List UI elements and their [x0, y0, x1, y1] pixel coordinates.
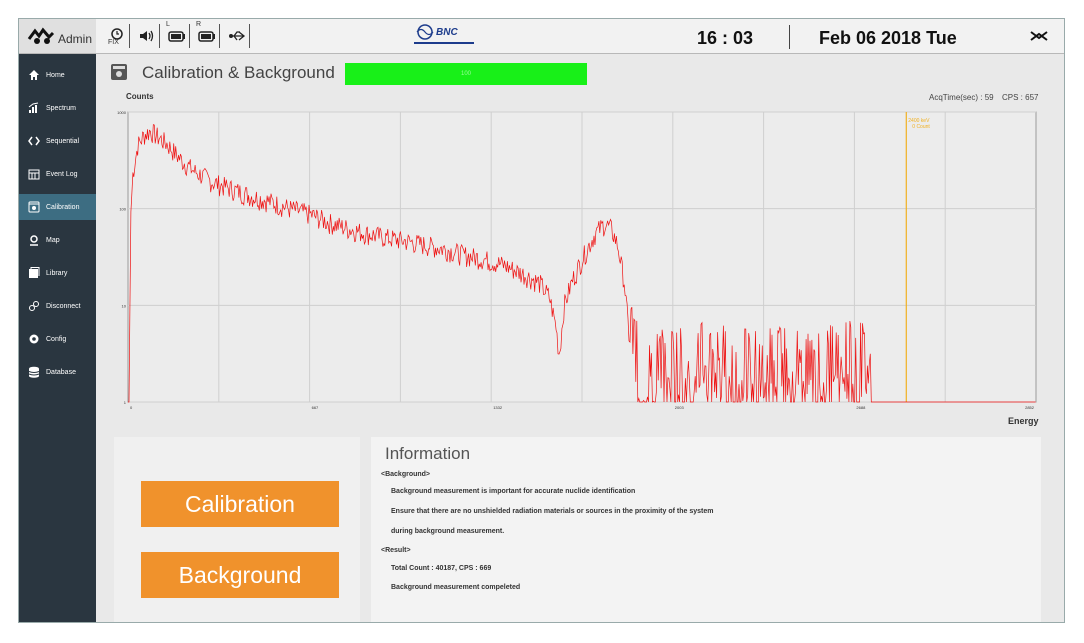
x-tick-label: 2003	[675, 405, 685, 410]
y-tick-label: 1000	[117, 110, 127, 115]
sidebar-item-label: Event Log	[46, 170, 78, 178]
status-icons: FIX L R	[105, 21, 255, 49]
marker-label: 2400 keV	[908, 118, 930, 124]
sidebar-item-label: Spectrum	[46, 104, 76, 112]
result-line: Background measurement compeleted	[391, 584, 521, 591]
info-line: Ensure that there are no unshielded radi…	[391, 508, 714, 515]
spectrum-series-line	[128, 124, 1036, 403]
sequential-icon	[28, 135, 40, 147]
sidebar-item-sequential[interactable]: Sequential	[19, 128, 96, 154]
library-icon	[28, 267, 40, 279]
app-window: Admin FIX L R BNC	[18, 18, 1065, 623]
y-tick-label: 1	[124, 400, 127, 405]
sidebar-item-calibration[interactable]: Calibration	[19, 194, 96, 220]
sidebar-item-spectrum[interactable]: Spectrum	[19, 95, 96, 121]
info-line: Background measurement is important for …	[391, 488, 636, 495]
sidebar-item-label: Map	[46, 236, 60, 244]
sidebar-item-library[interactable]: Library	[19, 260, 96, 286]
sidebar-item-disconnect[interactable]: Disconnect	[19, 293, 96, 319]
sidebar-item-label: Library	[46, 269, 68, 277]
gps-fix-icon: FIX	[105, 24, 130, 48]
home-icon	[28, 69, 40, 81]
admin-logo-icon	[27, 27, 55, 44]
acquisition-progress: 100	[345, 63, 587, 85]
progress-fill: 100	[345, 63, 587, 85]
info-line: during background measurement.	[391, 528, 505, 535]
marker-label: 0 Count	[912, 124, 930, 130]
admin-label: Admin	[58, 32, 93, 46]
brand-mark-icon	[416, 24, 434, 40]
y-axis-label: Counts	[126, 92, 154, 101]
gear-icon	[28, 333, 40, 345]
sidebar-item-label: Disconnect	[46, 302, 81, 310]
close-icon[interactable]	[1028, 25, 1050, 47]
clock-date: Feb 06 2018 Tue	[819, 28, 957, 48]
result-line: Total Count : 40187, CPS : 669	[391, 565, 492, 572]
background-button[interactable]: Background	[141, 552, 339, 598]
acq-time: AcqTime(sec) : 59	[929, 93, 994, 102]
information-panel: Information <Background> Background meas…	[371, 437, 1041, 622]
progress-label: 100	[460, 71, 471, 77]
sidebar-item-config[interactable]: Config	[19, 326, 96, 352]
result-heading: <Result>	[381, 547, 411, 554]
calendar-icon	[28, 168, 40, 180]
y-tick-label: 10	[122, 303, 127, 308]
battery-right-label: R	[196, 21, 202, 28]
sidebar-item-home[interactable]: Home	[19, 62, 96, 88]
disconnect-icon	[28, 300, 40, 312]
background-heading: <Background>	[381, 471, 431, 478]
sidebar-item-label: Home	[46, 71, 65, 79]
x-tick-label: 2688	[856, 405, 866, 410]
sidebar-item-label: Sequential	[46, 137, 80, 145]
battery-left-label: L	[166, 21, 170, 28]
spectrum-icon	[28, 102, 40, 114]
x-axis-label: Energy	[1008, 416, 1039, 426]
sidebar-item-label: Config	[46, 335, 67, 343]
brand-text: BNC	[436, 26, 458, 38]
database-icon	[28, 366, 40, 378]
action-panel: Calibration Background	[114, 437, 360, 622]
x-tick-label: 1332	[493, 405, 503, 410]
usb-icon	[225, 24, 250, 48]
page-title: Calibration & Background	[142, 63, 335, 82]
battery-right-icon: R	[195, 21, 220, 48]
calibration-icon	[111, 64, 127, 80]
x-tick-label: 0	[130, 405, 133, 410]
main-content: Calibration & Background 100 Counts AcqT…	[96, 54, 1064, 622]
clock-time: 16 : 03	[697, 28, 754, 48]
cps-readout: CPS : 657	[1002, 93, 1039, 102]
calibration-icon	[28, 201, 40, 213]
top-bar: Admin FIX L R BNC	[19, 19, 1064, 54]
sidebar-item-event-log[interactable]: Event Log	[19, 161, 96, 187]
sidebar-item-database[interactable]: Database	[19, 359, 96, 385]
x-tick-label: 667	[312, 405, 319, 410]
spectrum-chart[interactable]: 1000 100 10 10 667 1332 2003 2688 2852 2400 keV0 …	[116, 102, 1046, 416]
sidebar-item-map[interactable]: Map	[19, 227, 96, 253]
y-tick-label: 100	[119, 207, 126, 212]
time-separator	[789, 25, 790, 49]
admin-badge[interactable]: Admin	[19, 19, 96, 53]
battery-left-icon: L	[165, 21, 190, 48]
speaker-icon	[135, 24, 160, 48]
map-pin-icon	[28, 234, 40, 246]
sidebar-item-label: Calibration	[46, 203, 80, 211]
calibration-button[interactable]: Calibration	[141, 481, 339, 527]
sidebar-item-label: Database	[46, 368, 76, 376]
x-tick-label: 2852	[1025, 405, 1035, 410]
information-title: Information	[385, 444, 471, 463]
gps-fix-label: FIX	[108, 39, 119, 46]
sidebar: Home Spectrum Sequential Event Log Calib…	[19, 54, 96, 622]
brand-logo: BNC	[414, 23, 474, 44]
